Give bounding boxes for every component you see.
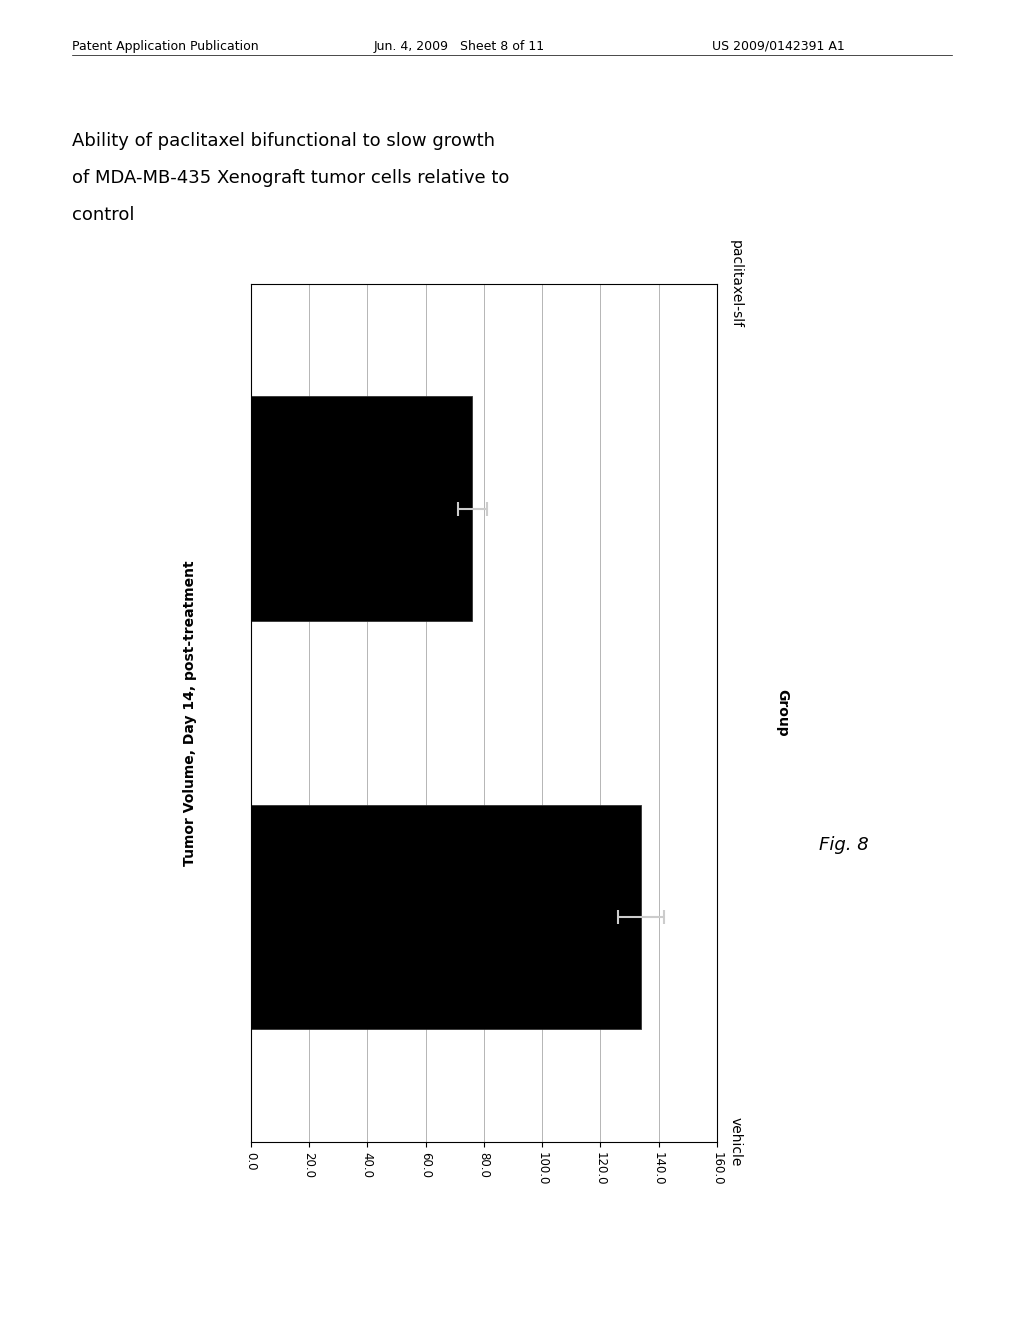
- Text: US 2009/0142391 A1: US 2009/0142391 A1: [712, 40, 845, 53]
- Text: Jun. 4, 2009   Sheet 8 of 11: Jun. 4, 2009 Sheet 8 of 11: [374, 40, 545, 53]
- Text: Fig. 8: Fig. 8: [819, 836, 869, 854]
- Text: Patent Application Publication: Patent Application Publication: [72, 40, 258, 53]
- Text: Tumor Volume, Day 14, post-treatment: Tumor Volume, Day 14, post-treatment: [183, 560, 198, 866]
- Text: vehicle: vehicle: [728, 1117, 742, 1167]
- Text: control: control: [72, 206, 134, 224]
- Text: paclitaxel-slf: paclitaxel-slf: [728, 240, 742, 327]
- Text: Ability of paclitaxel bifunctional to slow growth: Ability of paclitaxel bifunctional to sl…: [72, 132, 495, 150]
- Text: of MDA-MB-435 Xenograft tumor cells relative to: of MDA-MB-435 Xenograft tumor cells rela…: [72, 169, 509, 187]
- Bar: [251, 396, 472, 620]
- Text: Group: Group: [775, 689, 790, 737]
- Bar: [251, 805, 641, 1030]
